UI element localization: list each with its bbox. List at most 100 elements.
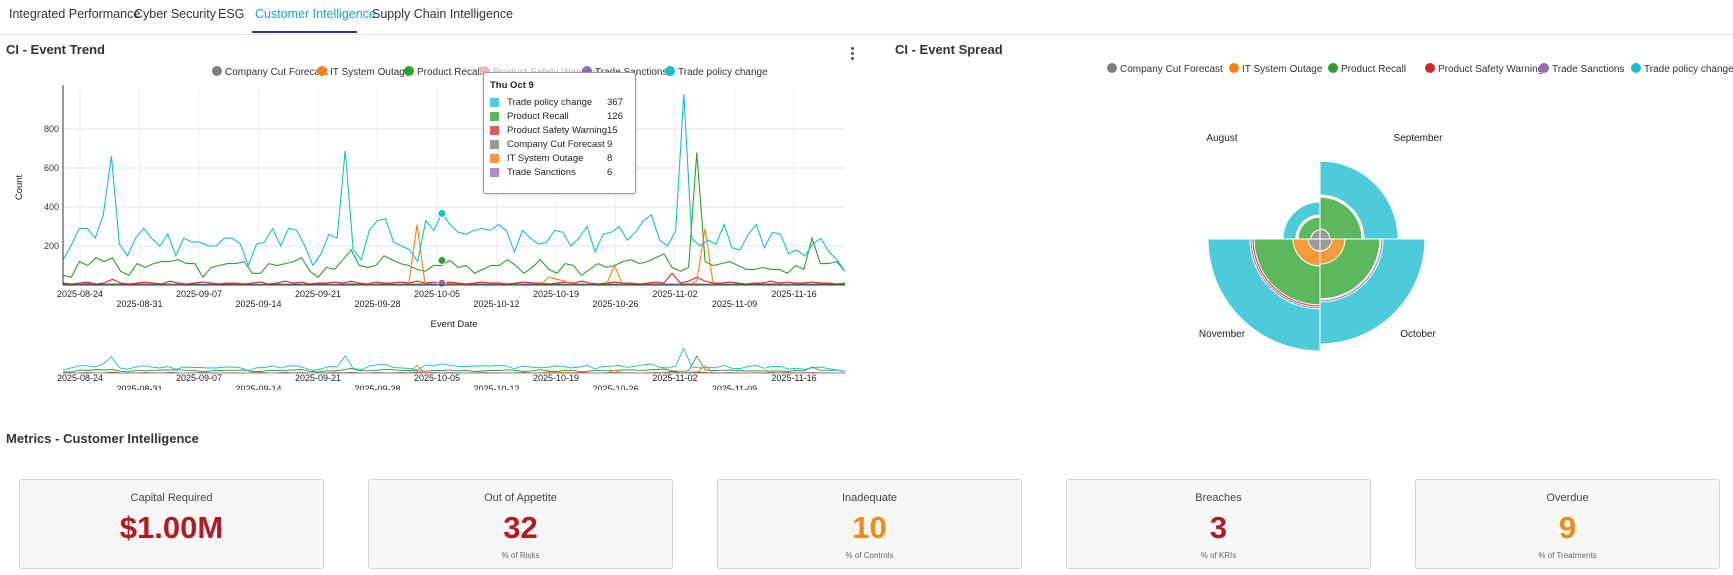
legend-dot-icon xyxy=(480,66,490,76)
navigator-tick-label: 2025-11-16 xyxy=(771,373,816,383)
series-line-product-recall[interactable] xyxy=(62,152,846,279)
legend-label: Company Cut Forecast xyxy=(225,67,328,78)
x-tick-label: 2025-09-07 xyxy=(176,289,222,299)
metric-subtitle: % of Risks xyxy=(501,551,540,560)
legend-dot-icon xyxy=(1425,63,1435,73)
navigator-tick-label: 2025-08-31 xyxy=(116,384,162,390)
tooltip-swatch xyxy=(490,112,499,121)
metric-value: 9 xyxy=(1558,510,1577,545)
month-label-september: September xyxy=(1394,133,1444,144)
tooltip-row: Trade Sanctions 6 xyxy=(490,167,632,179)
event-spread-chart[interactable]: August September November October xyxy=(1100,120,1540,380)
legend-item-trade-policy-change[interactable]: Trade policy change xyxy=(665,66,768,78)
tooltip-series-name: Company Cut Forecast xyxy=(507,139,605,150)
legend-item-trade-policy-change[interactable]: Trade policy change xyxy=(1631,63,1733,75)
x-tick-label: 2025-10-12 xyxy=(473,299,519,309)
metric-card-out-of-appetite[interactable]: Out of Appetite 32 % of Risks xyxy=(368,479,673,569)
legend-dot-icon xyxy=(1229,63,1239,73)
legend-item-it-system-outage[interactable]: IT System Outage xyxy=(317,66,410,78)
metric-title: Overdue xyxy=(1546,492,1589,504)
metric-value: 3 xyxy=(1209,510,1228,545)
active-tab-indicator xyxy=(252,31,357,33)
tooltip-row: Trade policy change 367 xyxy=(490,97,632,109)
legend-dot-icon xyxy=(1328,63,1338,73)
polar-segment-november-trade-policy-change[interactable] xyxy=(1207,238,1321,352)
month-label-august: August xyxy=(1206,133,1237,144)
more-options-icon[interactable] xyxy=(847,46,857,62)
y-tick-label: 200 xyxy=(44,241,59,251)
metric-card-inadequate[interactable]: Inadequate 10 % of Controls xyxy=(717,479,1022,569)
metric-subtitle: % of Controls xyxy=(845,551,894,560)
series-line-trade-policy-change[interactable] xyxy=(62,93,846,272)
navigator-line-trade-policy-change xyxy=(62,347,846,372)
legend-dot-icon xyxy=(1539,63,1549,73)
tooltip-title: Thu Oct 9 xyxy=(490,80,534,91)
navigator-line-product-recall xyxy=(62,355,846,373)
x-axis-title: Event Date xyxy=(431,319,478,330)
tab-cyber-security[interactable]: Cyber Security xyxy=(134,7,216,21)
event-spread-legend: Company Cut Forecast IT System Outage Pr… xyxy=(1107,63,1733,77)
series-line-company-cut-forecast[interactable] xyxy=(62,282,846,285)
tooltip-row: IT System Outage 8 xyxy=(490,153,632,165)
metric-card-overdue[interactable]: Overdue 9 % of Treatments xyxy=(1415,479,1720,569)
tooltip-swatch xyxy=(490,140,499,149)
tooltip-series-value: 6 xyxy=(607,167,613,178)
navigator-tick-label: 2025-10-05 xyxy=(414,373,460,383)
legend-item-company-cut-forecast[interactable]: Company Cut Forecast xyxy=(212,66,328,78)
polar-segment-october-trade-policy-change[interactable] xyxy=(1319,238,1426,345)
metric-title: Capital Required xyxy=(130,492,213,504)
metric-card-capital-required[interactable]: Capital Required $1.00M xyxy=(19,479,324,569)
month-label-november: November xyxy=(1199,329,1246,340)
x-tick-label: 2025-09-21 xyxy=(295,289,341,299)
event-spread-title: CI - Event Spread xyxy=(895,42,1003,57)
tab-customer-intelligence[interactable]: Customer Intelligence xyxy=(255,7,376,21)
legend-item-product-recall[interactable]: Product Recall xyxy=(1328,63,1406,75)
metric-card-breaches[interactable]: Breaches 3 % of KRIs xyxy=(1066,479,1371,569)
tooltip-swatch xyxy=(490,154,499,163)
metric-title: Breaches xyxy=(1195,492,1242,504)
tab-esg[interactable]: ESG xyxy=(218,7,245,21)
navigator-tick-label: 2025-11-09 xyxy=(712,384,757,390)
tooltip-swatch xyxy=(490,98,499,107)
y-tick-label: 400 xyxy=(44,202,59,212)
month-label-october: October xyxy=(1400,329,1436,340)
metric-title: Inadequate xyxy=(841,492,898,504)
metric-value: $1.00M xyxy=(119,510,224,545)
hover-marker xyxy=(437,208,447,218)
series-line-product-safety-warning[interactable] xyxy=(62,272,846,285)
legend-label: Company Cut Forecast xyxy=(1120,64,1223,75)
legend-label: Product Recall xyxy=(417,67,483,78)
tooltip-series-value: 367 xyxy=(607,97,623,108)
navigator-tick-label: 2025-10-26 xyxy=(592,384,638,390)
navigator-tick-label: 2025-10-19 xyxy=(533,373,579,383)
legend-item-it-system-outage[interactable]: IT System Outage xyxy=(1229,63,1322,75)
legend-dot-icon xyxy=(582,66,592,76)
x-tick-label: 2025-11-09 xyxy=(712,299,757,309)
x-tick-label: 2025-11-02 xyxy=(652,289,697,299)
legend-label: Trade policy change xyxy=(1644,64,1733,75)
tab-integrated-performance[interactable]: Integrated Performance xyxy=(9,7,141,21)
tab-bar: Integrated Performance Cyber Security ES… xyxy=(0,0,1733,35)
legend-item-product-recall[interactable]: Product Recall xyxy=(404,66,482,78)
tooltip-series-value: 126 xyxy=(607,111,623,122)
y-tick-label: 600 xyxy=(44,163,59,173)
hover-marker xyxy=(437,278,447,288)
tab-supply-chain-intelligence[interactable]: Supply Chain Intelligence xyxy=(372,7,514,21)
tooltip-series-value: 15 xyxy=(607,125,618,136)
tooltip-swatch xyxy=(490,126,499,135)
legend-item-trade-sanctions[interactable]: Trade Sanctions xyxy=(1539,63,1624,75)
metric-value: 32 xyxy=(503,510,538,545)
x-tick-label: 2025-09-28 xyxy=(354,299,400,309)
metrics-title: Metrics - Customer Intelligence xyxy=(6,431,199,446)
x-tick-label: 2025-10-19 xyxy=(533,289,579,299)
legend-dot-icon xyxy=(1631,63,1641,73)
event-trend-chart[interactable]: 200 400 600 800 2025-08-24 2025-09-07 2025-09-… xyxy=(0,80,860,390)
legend-dot-icon xyxy=(212,66,222,76)
legend-item-product-safety-warning[interactable]: Product Safety Warning xyxy=(1425,63,1543,75)
x-tick-label: 2025-08-24 xyxy=(57,289,103,299)
legend-item-company-cut-forecast[interactable]: Company Cut Forecast xyxy=(1107,63,1223,75)
x-tick-label: 2025-08-31 xyxy=(116,299,162,309)
tooltip-series-value: 8 xyxy=(607,153,613,164)
legend-label: IT System Outage xyxy=(1242,64,1323,75)
legend-dot-icon xyxy=(665,66,675,76)
